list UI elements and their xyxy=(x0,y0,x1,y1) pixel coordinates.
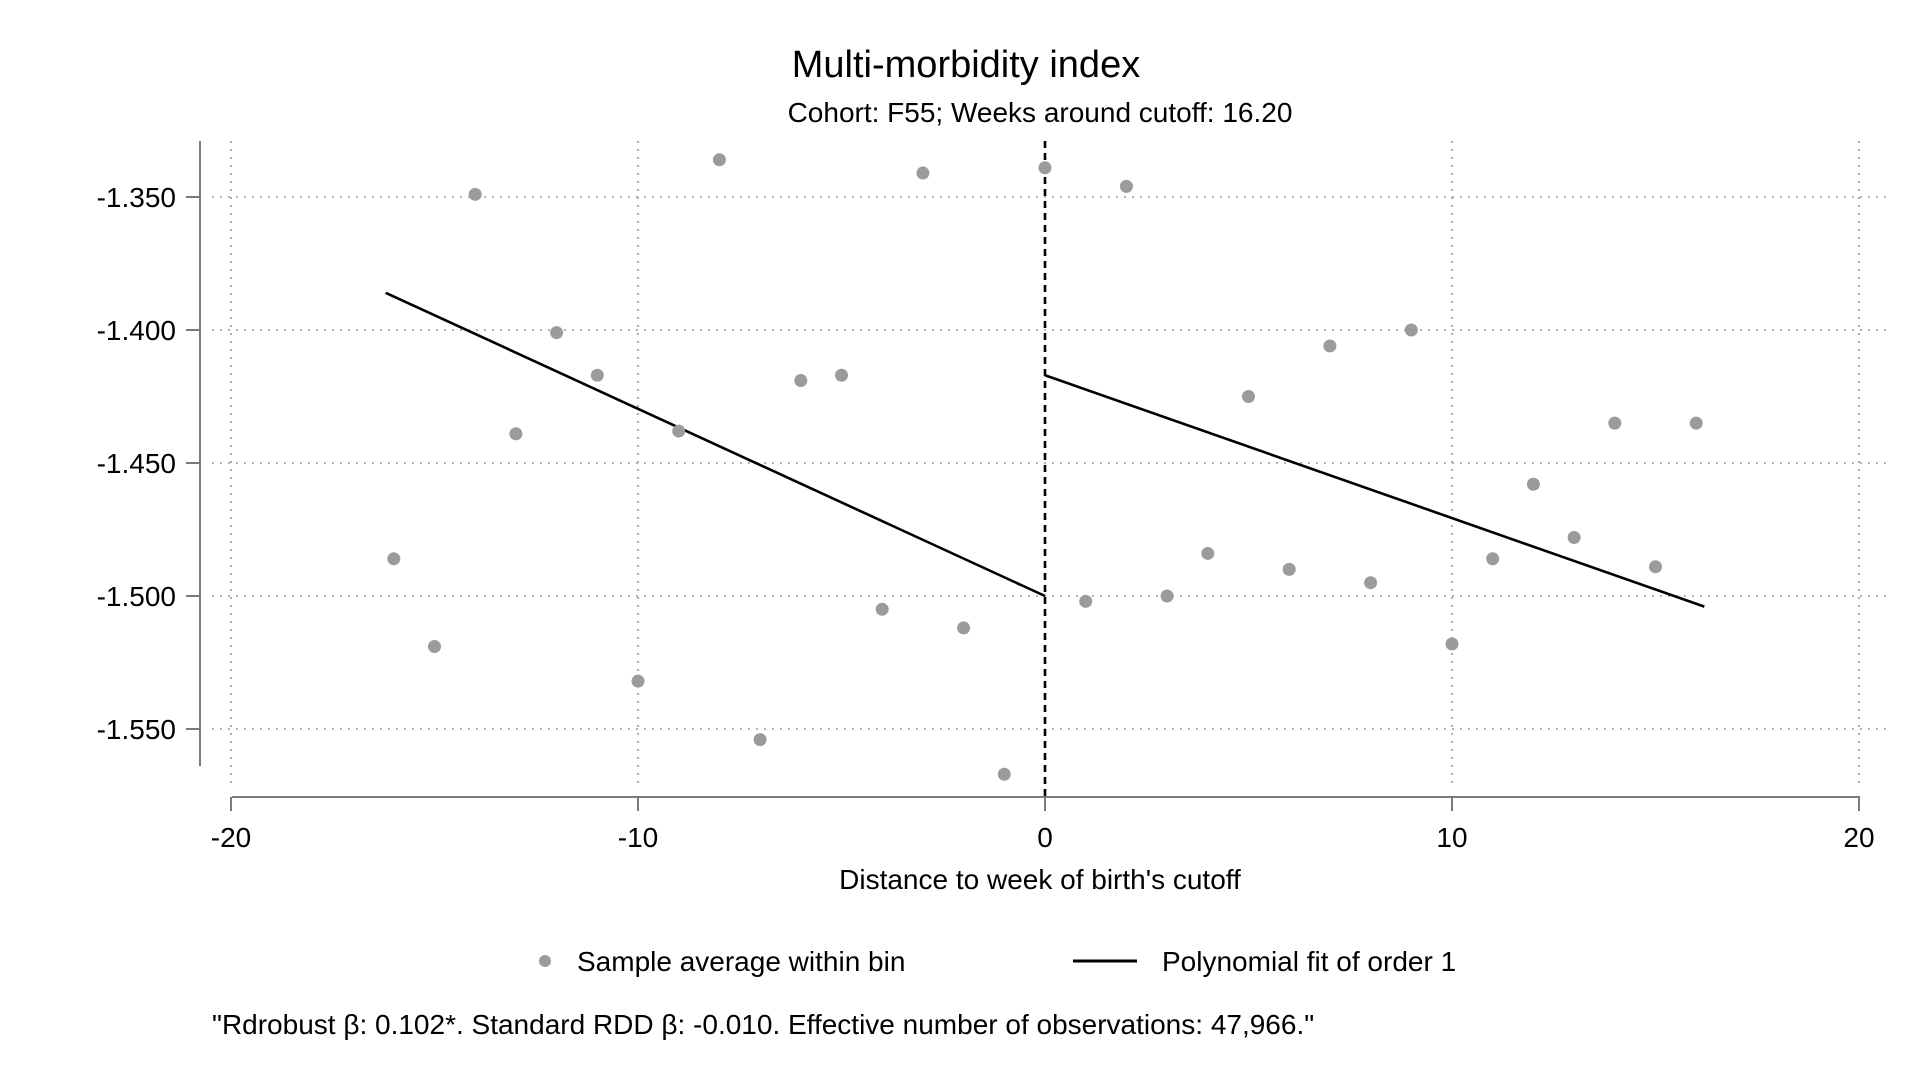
data-point xyxy=(550,326,564,340)
data-point xyxy=(835,368,848,382)
fit-line-segment xyxy=(385,291,1046,598)
data-point xyxy=(590,368,604,382)
data-point xyxy=(1404,323,1418,337)
y-tick-label: -1.400 xyxy=(97,315,176,346)
data-point xyxy=(753,733,767,747)
data-point xyxy=(468,187,482,201)
y-tick-label: -1.550 xyxy=(97,714,176,745)
scatter-points xyxy=(387,153,1703,781)
x-axis: -20 -10 0 10 20 xyxy=(211,796,1875,853)
data-point xyxy=(1282,562,1296,576)
x-tick-label: 0 xyxy=(1037,822,1053,853)
chart-title: Multi-morbidity index xyxy=(792,44,1140,86)
data-point xyxy=(1160,589,1174,603)
data-point xyxy=(875,602,889,616)
data-point xyxy=(1608,416,1622,430)
data-point xyxy=(1201,546,1215,560)
x-tick-label: -20 xyxy=(211,822,251,853)
fit-line-segment xyxy=(1044,373,1705,608)
data-point xyxy=(509,427,523,441)
data-point xyxy=(1445,637,1459,651)
legend-label-fit-line: Polynomial fit of order 1 xyxy=(1162,946,1456,977)
grid xyxy=(212,141,1890,787)
legend-label-scatter: Sample average within bin xyxy=(577,946,905,977)
data-point xyxy=(712,153,726,167)
y-tick-label: -1.450 xyxy=(97,448,176,479)
chart-subtitle: Cohort: F55; Weeks around cutoff: 16.20 xyxy=(788,97,1293,128)
data-point xyxy=(1323,339,1337,353)
data-point xyxy=(1079,594,1093,608)
data-point xyxy=(1649,560,1662,574)
x-tick-label: 20 xyxy=(1843,822,1874,853)
data-point xyxy=(1567,530,1581,544)
data-point xyxy=(672,424,686,438)
x-axis-label: Distance to week of birth's cutoff xyxy=(839,864,1241,895)
y-axis: -1.350 -1.400 -1.450 -1.500 -1.550 xyxy=(97,141,201,766)
fit-lines xyxy=(385,291,1705,608)
data-point xyxy=(1038,161,1052,175)
data-point xyxy=(997,767,1011,781)
data-point xyxy=(1119,179,1133,193)
data-point xyxy=(957,621,971,635)
data-point xyxy=(428,640,441,654)
data-point xyxy=(387,552,401,566)
data-point xyxy=(1689,416,1703,430)
legend-marker-scatter xyxy=(539,955,551,967)
legend: Sample average within bin Polynomial fit… xyxy=(539,946,1456,977)
data-point xyxy=(794,374,808,388)
data-point xyxy=(916,166,930,180)
data-point xyxy=(1526,477,1540,491)
chart-note: "Rdrobust β: 0.102*. Standard RDD β: -0.… xyxy=(212,1009,1314,1040)
data-point xyxy=(631,674,645,688)
data-point xyxy=(1486,552,1500,566)
data-point xyxy=(1242,390,1255,403)
y-tick-label: -1.500 xyxy=(97,581,176,612)
x-tick-label: 10 xyxy=(1436,822,1467,853)
x-tick-label: -10 xyxy=(618,822,658,853)
y-tick-label: -1.350 xyxy=(97,182,176,213)
data-point xyxy=(1364,576,1378,590)
